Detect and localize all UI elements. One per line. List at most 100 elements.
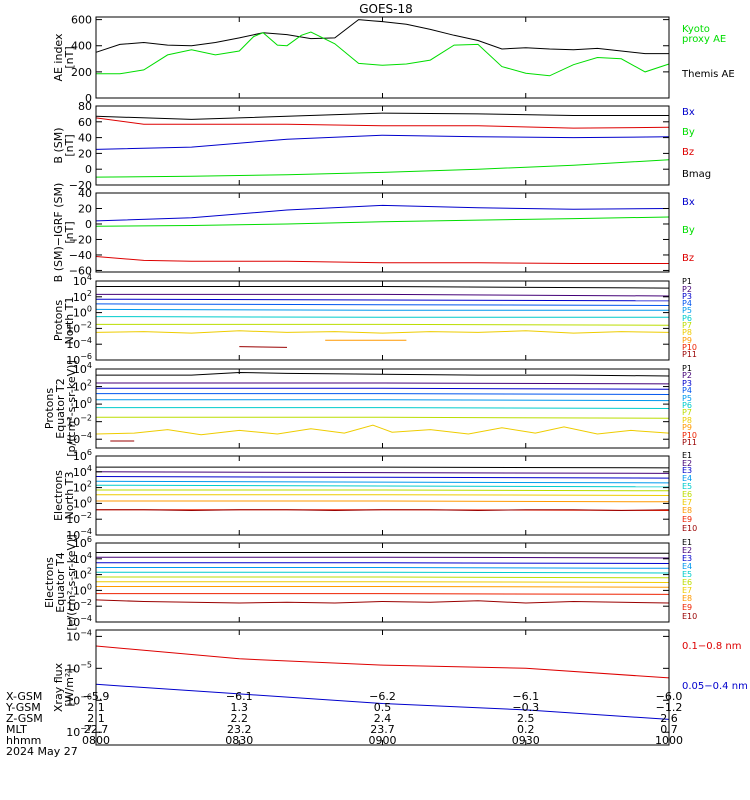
legend-bsm-bx: Bx [682, 107, 695, 118]
legend-electrons_north-e1: E1 [682, 451, 692, 460]
ytick-label-ae: 200 [71, 66, 92, 79]
ephem-row-label: Z-GSM [6, 712, 43, 725]
series-electrons_north-e5 [95, 484, 670, 488]
ytick-label-protons_north: 10−2 [66, 320, 92, 335]
legend-bsm-bz: Bz [682, 147, 694, 158]
series-electrons_eq-e9 [96, 593, 670, 595]
series-ae-kyoto-proxy-ae [96, 31, 670, 77]
ytick-label-electrons_north: 10−4 [66, 527, 92, 542]
series-electrons_north-e4 [95, 480, 670, 484]
ytick-label-electrons_eq: 100 [73, 582, 92, 597]
series-bsm-bmag [95, 112, 669, 120]
ylabel-protons_north: North T1 [63, 297, 76, 345]
legend-bsm-bmag: Bmag [682, 169, 711, 180]
series-electrons_eq-e4 [96, 567, 670, 569]
ylabel-protons_north: Protons [52, 300, 65, 341]
ephem-value: 2.1 [87, 712, 105, 725]
series-protons_north-p2 [96, 293, 670, 297]
ylabel-bigrf: B (SM)−IGRF (SM) [52, 183, 65, 283]
series-protons_eq-p8 [95, 424, 670, 436]
legend-electrons_north-e3: E3 [682, 466, 692, 475]
ytick-label-bigrf: −60 [69, 264, 92, 277]
ylabel-electrons_north: Electrons [52, 470, 65, 521]
legend-electrons_north-e9: E9 [682, 515, 692, 524]
series-xray-0-1-0-8-nm [95, 645, 670, 679]
ephem-value: 0.2 [517, 723, 535, 736]
ytick-label-bsm: 60 [78, 116, 92, 129]
ephem-value: 2.5 [517, 712, 535, 725]
ephem-value: −6.2 [369, 690, 396, 703]
ephem-value: −6.1 [226, 690, 253, 703]
ephem-value: −6.0 [656, 690, 683, 703]
ytick-label-xray: 10−6 [66, 692, 92, 707]
legend-protons_eq-p11: P11 [682, 438, 697, 447]
legend-protons_north-p7: P7 [682, 321, 692, 330]
series-protons_north-p5 [95, 308, 669, 311]
ytick-label-protons_north: 102 [73, 289, 92, 304]
ylabel-electrons_eq: Electrons [43, 557, 56, 608]
ephem-date: 2024 May 27 [6, 745, 78, 758]
series-electrons_north-e10 [96, 509, 670, 512]
ephem-value: −5.9 [83, 690, 110, 703]
ytick-label-bsm: 40 [78, 132, 92, 145]
legend-electrons_north-e4: E4 [682, 474, 692, 483]
series-electrons_eq-e7 [96, 581, 670, 583]
ylabel-bsm: B (SM) [52, 127, 65, 163]
legend-electrons_north-e5: E5 [682, 482, 692, 491]
ylabel-xray: [W/m²] [63, 668, 76, 706]
ytick-label-ae: 0 [85, 92, 92, 105]
legend-electrons_eq-e10: E10 [682, 612, 697, 621]
ephem-value: 0930 [512, 734, 540, 747]
ephem-value: 1000 [655, 734, 683, 747]
legend-ae-kyoto: Kyoto [682, 24, 710, 35]
legend-xray-0-1-0-8-nm: 0.1−0.8 nm [682, 641, 741, 652]
legend-protons_eq-p6: P6 [682, 401, 692, 410]
series-protons_eq-p7 [96, 416, 670, 419]
ytick-label-protons_eq: 10−4 [66, 431, 92, 446]
ytick-label-electrons_eq: 10−4 [66, 614, 92, 629]
series-electrons_north-e6 [96, 489, 670, 492]
series-ae-themis-ae [95, 19, 669, 55]
series-xray-0-05-0-4-nm [95, 683, 670, 720]
ylabel-electrons_eq: [e/(cm²-s-sr-keV)] [65, 534, 78, 630]
ylabel-electrons_north: North T3 [63, 472, 76, 520]
legend-electrons_north-e10: E10 [682, 524, 697, 533]
ytick-label-protons_north: 104 [73, 273, 92, 288]
ephem-value: 0830 [225, 734, 253, 747]
ytick-label-bsm: −20 [69, 179, 92, 192]
legend-bigrf-by: By [682, 225, 695, 236]
series-protons_north-p1 [96, 286, 670, 289]
series-bigrf-by [95, 216, 670, 227]
ytick-label-protons_eq: 104 [73, 361, 92, 376]
ephem-value: −1.2 [656, 701, 683, 714]
ephem-row-label: Y-GSM [5, 701, 41, 714]
legend-protons_north-p11: P11 [682, 350, 697, 359]
ytick-label-electrons_north: 104 [73, 464, 92, 479]
ytick-label-protons_eq: 10−2 [66, 414, 92, 429]
ylabel-protons_eq: [p/(cm²-s-sr-keV)] [65, 360, 78, 457]
ephemeris-table: X-GSM −5.9 −6.1 −6.2 −6.1 −6.0 Y-GSM 2.1 1.3 0.5 −… [5, 690, 683, 758]
ylabel-protons_eq: Equator T2 [54, 378, 67, 438]
ytick-label-xray: 10−7 [66, 724, 92, 739]
panel-frame-protons_north [95, 280, 670, 361]
series-protons_north-p7 [96, 323, 670, 326]
ephem-value: 1.3 [231, 701, 249, 714]
ytick-label-electrons_eq: 10−2 [66, 598, 92, 613]
series-electrons_north-e3 [95, 476, 670, 479]
legend-protons_north-p3: P3 [682, 292, 692, 301]
legend-protons_north-p8: P8 [682, 328, 692, 337]
series-protons_north-p11 [239, 346, 288, 348]
ytick-label-xray: 10−5 [66, 660, 92, 675]
ylabel-electrons_eq: Equator T4 [54, 552, 67, 612]
series-bsm-bx [95, 134, 670, 150]
legend-protons_eq-p5: P5 [682, 394, 692, 403]
series-electrons_north-e7 [96, 494, 670, 496]
ephem-row-label: X-GSM [6, 690, 42, 703]
ytick-label-electrons_eq: 102 [73, 567, 92, 582]
legend-protons_north-p6: P6 [682, 314, 692, 323]
legend-electrons_eq-e2: E2 [682, 546, 692, 555]
